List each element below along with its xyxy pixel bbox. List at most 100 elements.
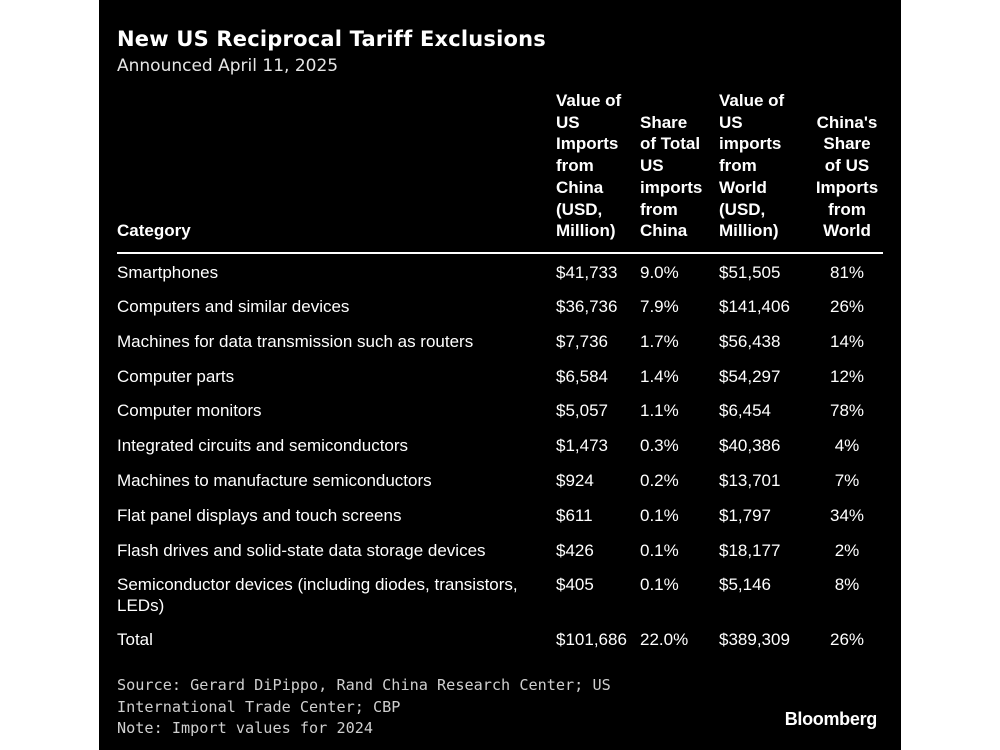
cell-china-share-world: 78% xyxy=(829,401,865,421)
column-header-line: Share xyxy=(640,112,688,132)
column-header-line: China xyxy=(556,177,604,197)
tariff-table: Category Value of US Imports from China (USD, M… xyxy=(117,90,883,658)
column-header-line: (USD, xyxy=(556,199,603,219)
cell-category: Machines to manufacture semiconductors xyxy=(117,470,432,490)
table-row: Computer parts $6,584 1.4% $54,297 12% xyxy=(117,359,883,394)
cell-world-value: $141,406 xyxy=(719,296,790,316)
cell-china-share: 1.1% xyxy=(640,401,679,421)
cell-china-value: $405 xyxy=(556,575,594,595)
column-header-line: imports xyxy=(640,177,703,197)
cell-world-value: $5,146 xyxy=(719,575,771,595)
source-note: Source: Gerard DiPippo, Rand China Resea… xyxy=(117,676,611,716)
column-header-category: Category xyxy=(117,90,556,254)
cell-category: Total xyxy=(117,630,153,650)
footer: Source: Gerard DiPippo, Rand China Resea… xyxy=(117,675,737,740)
column-header-line: Imports xyxy=(556,134,619,154)
chart-subtitle: Announced April 11, 2025 xyxy=(117,56,339,76)
cell-china-share: 7.9% xyxy=(640,296,679,316)
chart-title: New US Reciprocal Tariff Exclusions xyxy=(117,27,547,51)
cell-world-value: $56,438 xyxy=(719,331,781,351)
table-header-row: Category Value of US Imports from China (USD, M… xyxy=(117,90,883,254)
column-header-line: China's xyxy=(816,112,878,132)
column-header-world-value: Value of US imports from World (USD, Million) xyxy=(719,90,811,254)
cell-china-value: $5,057 xyxy=(556,401,608,421)
cell-category: Machines for data transmission such as r… xyxy=(117,331,474,351)
column-header-line: Value of xyxy=(556,91,622,110)
cell-category: Computers and similar devices xyxy=(117,296,350,316)
cell-china-share-world: 4% xyxy=(834,436,860,456)
column-header-line: Imports xyxy=(815,177,879,197)
column-header-line: of Total xyxy=(640,134,701,154)
table-row: Machines to manufacture semiconductors $9… xyxy=(117,463,883,498)
cell-china-share: 9.0% xyxy=(640,262,679,282)
column-header-china-value: Value of US Imports from China (USD, Million) xyxy=(556,90,640,254)
column-header-line: of US xyxy=(824,156,870,176)
cell-china-share-world: 12% xyxy=(829,366,865,386)
table-row: Semiconductor devices (including diodes,… xyxy=(117,567,883,623)
table-row: Flash drives and solid-state data storag… xyxy=(117,533,883,568)
cell-category: Integrated circuits and semiconductors xyxy=(117,436,409,456)
column-header-line: Share xyxy=(823,134,871,154)
bloomberg-logo: Bloomberg xyxy=(784,709,878,729)
column-header-line: from xyxy=(640,199,678,219)
cell-china-value: $924 xyxy=(556,470,594,490)
chart-card: New US Reciprocal Tariff Exclusions Anno… xyxy=(99,0,901,750)
cell-category: Computer monitors xyxy=(117,401,262,421)
column-header-line: World xyxy=(719,177,767,197)
cell-china-share-world: 7% xyxy=(834,470,860,490)
cell-china-value: $611 xyxy=(556,505,593,525)
cell-category: Flash drives and solid-state data storag… xyxy=(117,540,486,560)
column-header-line: from xyxy=(719,156,757,176)
cell-china-share-world: 81% xyxy=(829,262,865,282)
column-header-line: China xyxy=(640,221,688,241)
total-row: Total $101,686 22.0% $389,309 26% xyxy=(117,623,883,658)
cell-world-value: $13,701 xyxy=(719,470,781,490)
column-header-line: (USD, xyxy=(719,199,766,219)
data-note: Note: Import values for 2024 xyxy=(117,719,374,737)
cell-china-value: $41,733 xyxy=(556,262,618,282)
cell-china-share: 0.1% xyxy=(640,540,679,560)
column-header-line: Million) xyxy=(719,221,779,241)
cell-china-value: $6,584 xyxy=(556,366,608,386)
cell-china-share: 0.2% xyxy=(640,470,679,490)
cell-china-value: $426 xyxy=(556,540,594,560)
cell-china-share: 1.7% xyxy=(640,331,679,351)
table-row: Integrated circuits and semiconductors $1… xyxy=(117,428,883,463)
column-header-line: US xyxy=(640,156,664,176)
cell-china-share: 22.0% xyxy=(640,630,689,650)
cell-category: Flat panel displays and touch screens xyxy=(117,505,402,525)
cell-china-share-world: 34% xyxy=(829,505,865,525)
cell-category: Smartphones xyxy=(117,262,219,282)
column-header-line: World xyxy=(823,221,871,241)
cell-china-value: $101,686 xyxy=(556,630,627,650)
column-header-line: Category xyxy=(117,221,191,241)
cell-china-value: $1,473 xyxy=(556,436,608,456)
cell-world-value: $6,454 xyxy=(719,401,771,421)
cell-world-value: $51,505 xyxy=(719,262,781,282)
cell-china-share: 0.1% xyxy=(640,505,679,525)
cell-china-share: 0.1% xyxy=(640,575,679,595)
column-header-line: US xyxy=(719,112,743,132)
column-header-line: from xyxy=(828,199,866,219)
column-header-line: imports xyxy=(719,134,782,154)
table-row: Flat panel displays and touch screens $61… xyxy=(117,498,883,533)
cell-china-value: $7,736 xyxy=(556,331,608,351)
cell-china-share: 1.4% xyxy=(640,366,679,386)
cell-world-value: $54,297 xyxy=(719,366,781,386)
cell-world-value: $40,386 xyxy=(719,436,781,456)
cell-world-value: $389,309 xyxy=(719,630,790,650)
table-row: Computers and similar devices $36,736 7.9%… xyxy=(117,289,883,324)
column-header-china-share: Share of Total US imports from China xyxy=(640,90,719,254)
table-body: Smartphones $41,733 9.0% $51,505 81% Computer… xyxy=(117,253,883,658)
column-header-line: from xyxy=(556,156,594,176)
cell-china-share: 0.3% xyxy=(640,436,679,456)
cell-china-share-world: 26% xyxy=(829,296,865,316)
cell-china-share-world: 14% xyxy=(829,331,865,351)
table-row: Machines for data transmission such as r… xyxy=(117,324,883,359)
cell-category: Semiconductor devices (including diodes,… xyxy=(117,575,518,616)
column-header-china-share-world: China's Share of US Imports from World xyxy=(811,90,883,254)
cell-china-share-world: 8% xyxy=(834,575,860,595)
table-row: Computer monitors $5,057 1.1% $6,454 78% xyxy=(117,393,883,428)
column-header-line: US xyxy=(556,112,580,132)
table-row: Smartphones $41,733 9.0% $51,505 81% xyxy=(117,253,883,289)
